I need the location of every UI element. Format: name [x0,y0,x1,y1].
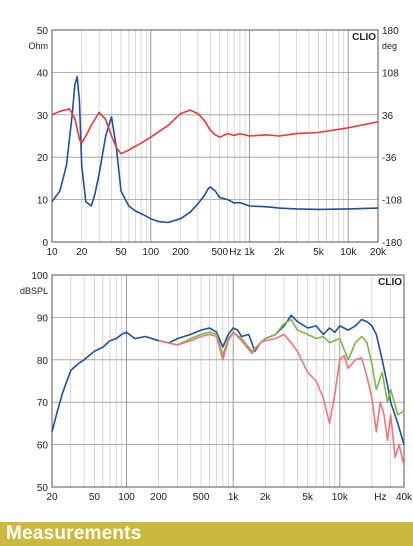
y-tick-label: 100 [31,271,48,282]
x-tick-label: 50 [89,492,101,503]
x-tick-label: 10k [332,492,349,503]
y-tick-label: 80 [37,356,49,367]
x-tick-label: 20k [370,247,387,258]
x-tick-label: 20 [76,247,88,258]
y-tick-label: 70 [37,398,49,409]
y-tick-label: 50 [37,26,49,37]
y-right-tick-label: -108 [382,196,402,207]
y-axis-label: dBSPL [20,286,48,296]
x-tick-label: 100 [142,247,159,258]
x-tick-label: Hz [229,247,241,258]
x-tick-label: 5k [313,247,325,258]
x-tick-label: 500 [211,247,228,258]
brand-label: CLIO [378,277,402,288]
x-tick-label: 1k [228,492,240,503]
series-line-0 [51,75,379,224]
x-tick-label: 1k [244,247,256,258]
y-tick-label: 10 [37,196,49,207]
series-line-1 [51,108,379,155]
x-tick-label: 20 [46,492,58,503]
y-right-tick-label: -180 [382,238,402,249]
y-tick-label: 50 [37,483,49,494]
y-tick-label: 30 [37,111,49,122]
x-tick-label: 50 [115,247,127,258]
y-tick-label: 60 [37,441,49,452]
x-tick-label: 100 [118,492,135,503]
y-tick-label: 20 [37,153,49,164]
y-tick-label: 40 [37,68,49,79]
plot-frame [51,29,379,243]
plot-frame [51,274,405,488]
x-tick-label: Hz [374,492,386,503]
x-tick-label: 5k [302,492,314,503]
x-tick-label: 10 [46,247,58,258]
x-tick-label: 200 [172,247,189,258]
y-tick-label: 90 [37,313,49,324]
footer-title: Measurements [6,523,142,544]
y-right-tick-label: -36 [382,153,397,164]
series-line-0 [51,314,405,445]
x-tick-label: 500 [193,492,210,503]
y-axis-label: Ohm [28,41,48,51]
x-tick-label: 40k [396,492,413,503]
y-right-tick-label: 36 [382,111,394,122]
footer-bar: Measurements [0,522,413,546]
brand-label: CLIO [352,32,376,43]
y-right-tick-label: 108 [382,68,399,79]
y-right-tick-label: 180 [382,26,399,37]
x-tick-label: 200 [150,492,167,503]
y-tick-label: 0 [42,238,48,249]
x-tick-label: 2k [260,492,272,503]
x-tick-label: 10k [340,247,357,258]
y-right-axis-label: deg [382,41,397,51]
series-line-2 [158,331,405,466]
x-tick-label: 2k [274,247,286,258]
